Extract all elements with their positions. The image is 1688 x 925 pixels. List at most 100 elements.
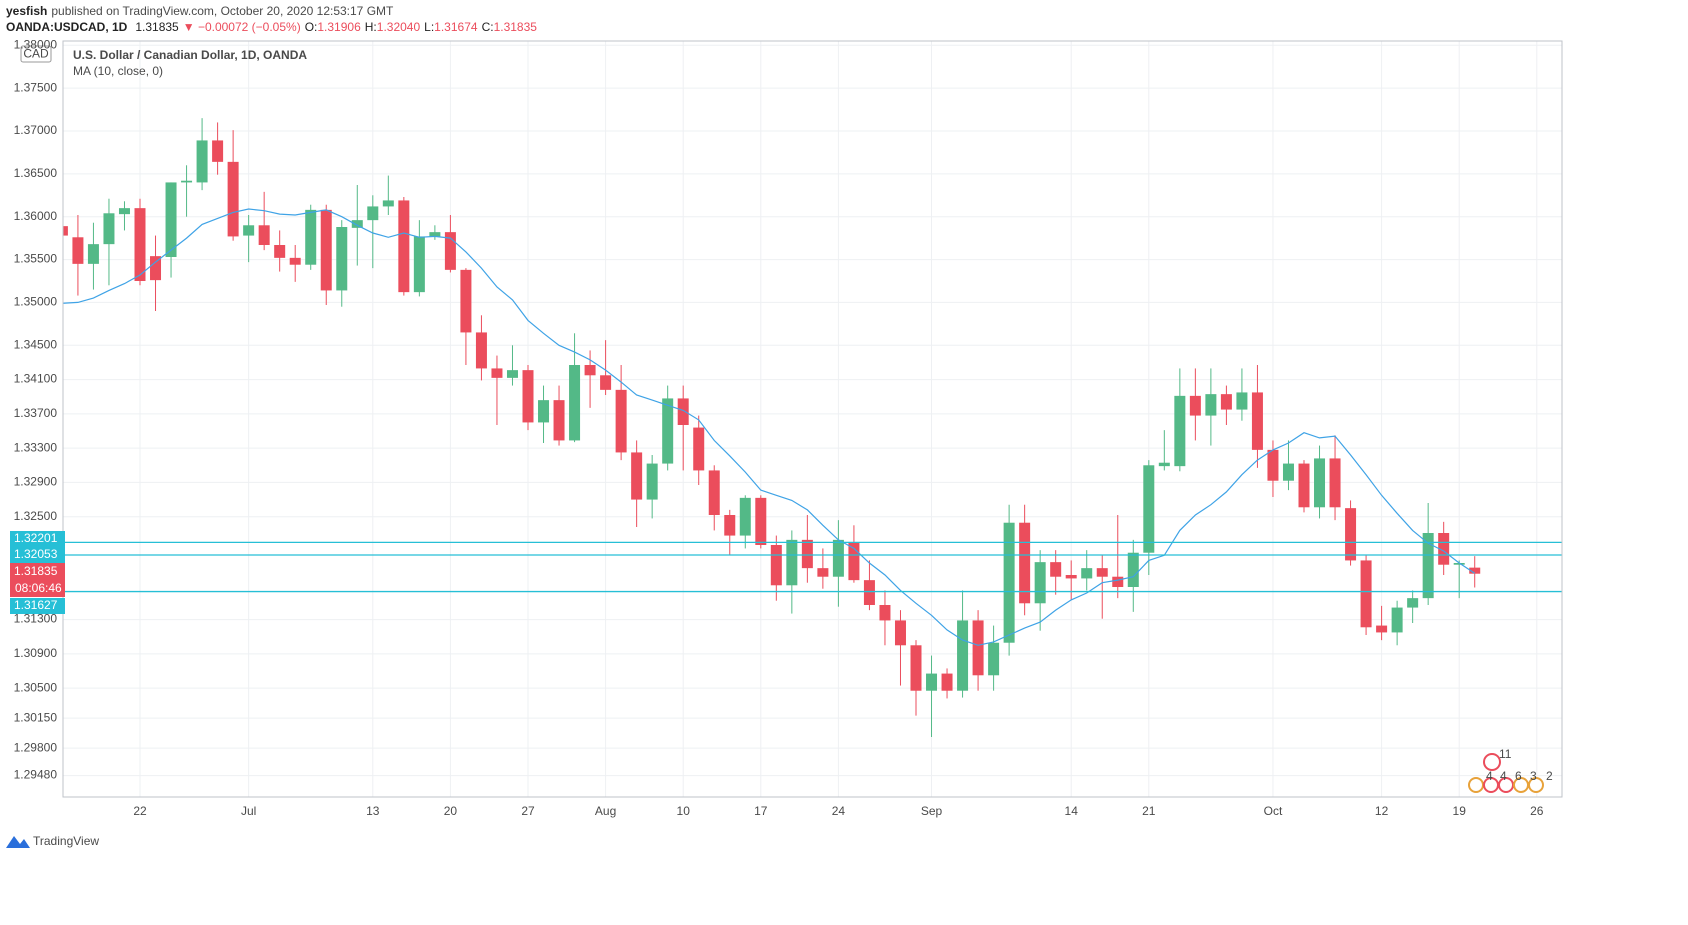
candle-body <box>258 225 270 245</box>
candle-body <box>693 427 705 471</box>
brand-name: TradingView <box>33 834 99 848</box>
candle-body <box>1143 465 1155 553</box>
events[interactable]: 11 4 4 6 3 2 <box>1468 747 1553 793</box>
candle-body <box>1065 575 1077 579</box>
candle-body <box>569 365 581 441</box>
candle-body <box>1081 568 1093 579</box>
x-tick-label: Oct <box>1264 804 1283 818</box>
candle-body <box>646 463 658 500</box>
o-label: O: <box>305 20 318 34</box>
event-count: 6 <box>1515 769 1522 783</box>
change: ▼ −0.00072 (−0.05%) <box>183 20 301 34</box>
candle-body <box>367 206 379 221</box>
event-count: 2 <box>1546 769 1553 783</box>
candle-body <box>770 545 782 586</box>
y-tick-label: 1.32900 <box>14 475 58 489</box>
candle-body <box>1003 522 1015 643</box>
candle-body <box>677 398 689 425</box>
x-tick-label: 13 <box>366 804 380 818</box>
currency-box[interactable] <box>20 45 52 63</box>
candle-body <box>1282 463 1294 481</box>
candle-body <box>1127 552 1139 587</box>
low: 1.31674 <box>434 20 478 34</box>
candle-body <box>1189 395 1201 416</box>
grid <box>63 41 1562 797</box>
high: 1.32040 <box>377 20 421 34</box>
event-flag[interactable] <box>1528 777 1544 793</box>
candle-body <box>1453 563 1465 565</box>
y-tick-label: 1.29480 <box>14 768 58 782</box>
candle-body <box>1050 562 1062 577</box>
event-count: 11 <box>1499 747 1512 761</box>
user[interactable]: yesfish <box>6 4 47 18</box>
candle-body <box>1096 568 1108 577</box>
candle-body <box>444 232 456 270</box>
symbol-line: OANDA:USDCAD, 1D 1.31835 ▼ −0.00072 (−0.05… <box>6 20 537 34</box>
c-label: C: <box>482 20 494 34</box>
event-count: 4 <box>1486 769 1493 783</box>
candle-body <box>506 370 518 378</box>
x-tick-label: 14 <box>1065 804 1079 818</box>
y-tick-label: 1.36000 <box>14 209 58 223</box>
candle-body <box>212 140 224 162</box>
y-tick-label: 1.32500 <box>14 509 58 523</box>
y-tick-label: 1.35500 <box>14 252 58 266</box>
x-tick-label: 24 <box>832 804 846 818</box>
y-tick-label: 1.38000 <box>14 37 58 51</box>
event-count: 3 <box>1530 769 1537 783</box>
y-tick-label: 1.35000 <box>14 295 58 309</box>
candle-body <box>1391 607 1403 633</box>
event-flag[interactable] <box>1468 777 1484 793</box>
candle-body <box>755 497 767 545</box>
candle-body <box>708 470 720 515</box>
x-tick-label: 27 <box>521 804 535 818</box>
candle-body <box>863 580 875 605</box>
candle-body <box>988 642 1000 676</box>
symbol: OANDA:USDCAD, 1D <box>6 20 128 34</box>
candle-body <box>894 620 906 646</box>
brand-logo <box>6 836 30 848</box>
open: 1.31906 <box>317 20 361 34</box>
candle-body <box>739 497 751 536</box>
candle-body <box>879 605 891 621</box>
brand[interactable]: TradingView <box>6 834 99 848</box>
candle-body <box>910 645 922 691</box>
candle-body <box>475 332 487 369</box>
level-label-box <box>10 531 65 547</box>
candle-body <box>832 539 844 577</box>
candle-body <box>1174 395 1186 467</box>
candle-body <box>538 400 550 423</box>
candle-body <box>1376 625 1388 633</box>
candle-body <box>274 245 286 258</box>
candle-body <box>382 200 394 207</box>
x-tick-label: 17 <box>754 804 768 818</box>
candle-body <box>1329 458 1341 508</box>
published: published on TradingView.com, October 20… <box>51 4 394 18</box>
candle-body <box>63 226 68 236</box>
x-tick-label: Aug <box>595 804 616 818</box>
candle-body <box>196 140 208 183</box>
candle-body <box>786 539 798 586</box>
candle-body <box>957 620 969 691</box>
x-tick-label: Sep <box>921 804 943 818</box>
candle-body <box>429 232 441 237</box>
candle-body <box>631 452 643 500</box>
candle-body <box>724 515 736 536</box>
plot-frame <box>62 40 1563 798</box>
candle-body <box>227 161 239 237</box>
candle-body <box>600 375 612 390</box>
event-flag[interactable] <box>1483 753 1501 771</box>
candle-body <box>848 542 860 581</box>
candle-body <box>584 365 596 376</box>
candle-body <box>243 225 255 236</box>
candle-body <box>1267 449 1279 481</box>
candle-body <box>972 620 984 676</box>
candle-body <box>1298 463 1310 508</box>
x-tick-label: 21 <box>1142 804 1156 818</box>
ma-line <box>63 208 1476 646</box>
candle-body <box>150 256 162 281</box>
candle-body <box>87 244 99 264</box>
h-label: H: <box>365 20 377 34</box>
level-label: 1.31627 <box>14 598 58 612</box>
